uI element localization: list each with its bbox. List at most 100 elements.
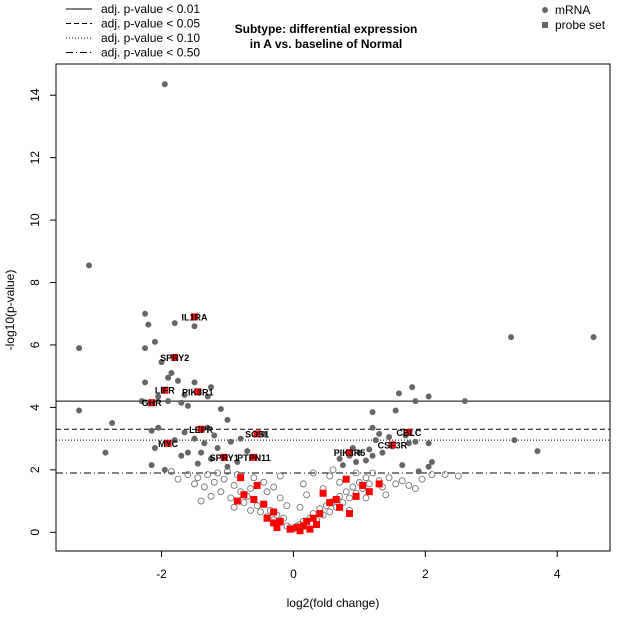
x-tick-label: 0 xyxy=(290,567,297,581)
mrna-point-filled xyxy=(405,440,412,447)
mrna-point-filled xyxy=(461,398,468,405)
probe-set-point xyxy=(319,489,327,497)
legend-label-dashed: adj. p-value < 0.05 xyxy=(101,17,200,31)
mrna-point-filled xyxy=(392,407,399,414)
mrna-point-filled xyxy=(76,345,83,352)
gene-label-pik3r5: PIK3R5 xyxy=(334,448,366,458)
mrna-point-filled xyxy=(204,424,211,431)
mrna-point-open xyxy=(210,478,218,486)
mrna-point-filled xyxy=(224,463,231,470)
probe-set-point xyxy=(365,488,373,496)
legend-label-circle: mRNA xyxy=(555,3,590,17)
probe-set-point xyxy=(164,439,172,447)
mrna-point-filled xyxy=(165,398,172,405)
mrna-point-filled xyxy=(590,334,597,341)
mrna-point-filled xyxy=(372,437,379,444)
mrna-point-filled xyxy=(376,430,383,437)
significance-threshold-lines xyxy=(56,400,610,474)
mrna-point-filled xyxy=(415,468,422,475)
mrna-point-filled xyxy=(399,462,406,469)
probe-set-point xyxy=(233,497,241,505)
y-tick-label: 2 xyxy=(28,466,42,473)
mrna-point-filled xyxy=(369,452,376,459)
mrna-point-open xyxy=(398,477,406,485)
probe-set-point xyxy=(316,510,324,518)
y-tick-label: 4 xyxy=(28,404,42,411)
mrna-point-filled xyxy=(369,424,376,431)
probe-set-point xyxy=(352,492,360,500)
mrna-point-open xyxy=(207,492,215,500)
mrna-point-open xyxy=(263,488,271,496)
probe-set-point xyxy=(148,399,156,407)
gene-label-myc: MYC xyxy=(158,439,179,449)
mrna-point-filled xyxy=(237,435,244,442)
probe-set-point xyxy=(336,503,344,511)
mrna-point-filled xyxy=(175,377,182,384)
mrna-point-filled xyxy=(161,81,168,88)
mrna-point-open xyxy=(240,499,248,507)
mrna-point-open xyxy=(392,480,400,488)
mrna-point-filled xyxy=(151,338,158,345)
legend-label-square: probe set xyxy=(555,18,606,32)
mrna-point-filled xyxy=(194,460,201,467)
mrna-point-filled xyxy=(409,384,416,391)
mrna-point-filled xyxy=(158,359,165,366)
legend-label-dotted: adj. p-value < 0.10 xyxy=(101,31,200,45)
mrna-point-filled xyxy=(366,446,373,453)
mrna-point-filled xyxy=(217,405,224,412)
x-tick-label: 4 xyxy=(554,567,561,581)
x-tick-label: 2 xyxy=(422,567,429,581)
probe-set-point xyxy=(270,519,278,527)
mrna-point-filled xyxy=(336,455,343,462)
mrna-point-open xyxy=(227,494,235,502)
mrna-point-filled xyxy=(227,438,234,445)
mrna-point-filled xyxy=(379,449,386,456)
probe-set-point xyxy=(313,520,321,528)
y-tick-label: 0 xyxy=(28,529,42,536)
probe-set-point xyxy=(299,522,307,530)
mrna-point-open xyxy=(362,494,370,502)
mrna-point-filled xyxy=(425,463,432,470)
y-axis-label: -log10(p-value) xyxy=(3,270,17,351)
mrna-point-filled xyxy=(412,438,419,445)
gene-label-lifr: LIFR xyxy=(155,386,175,396)
mrna-point-open xyxy=(276,494,284,502)
probe-set-point xyxy=(303,517,311,525)
mrna-point-open xyxy=(260,478,268,486)
mrna-point-open xyxy=(296,503,304,511)
gene-label-il1ra: IL1RA xyxy=(181,312,208,322)
mrna-point-open xyxy=(299,480,307,488)
mrna-point-open xyxy=(326,508,334,516)
mrna-point-filled xyxy=(204,393,211,400)
mrna-point-open xyxy=(184,471,192,478)
mrna-point-filled xyxy=(412,398,419,405)
probe-set-point xyxy=(240,491,248,499)
mrna-point-filled xyxy=(234,459,241,466)
mrna-point-filled xyxy=(260,430,267,437)
mrna-point-open xyxy=(214,469,222,477)
mrna-point-filled xyxy=(148,462,155,469)
mrna-point-filled xyxy=(224,416,231,423)
mrna-point-filled xyxy=(142,379,149,386)
probe-set-point xyxy=(296,527,304,535)
mrna-point-filled xyxy=(508,334,515,341)
mrna-point-open xyxy=(283,502,291,510)
legend-marker-square xyxy=(542,22,548,28)
probe-set-point xyxy=(171,353,179,361)
mrna-point-filled xyxy=(207,455,214,462)
gene-label-pik3r1: PIK3R1 xyxy=(182,387,214,397)
probe-set-point xyxy=(332,495,340,503)
probe-set-point xyxy=(345,510,353,518)
probe-set-point xyxy=(273,524,281,532)
mrna-point-filled xyxy=(386,434,393,441)
mrna-point-filled xyxy=(369,409,376,416)
mrna-point-open xyxy=(342,488,350,496)
mrna-point-filled xyxy=(201,440,208,447)
mrna-point-open xyxy=(326,472,334,480)
mrna-point-open xyxy=(346,494,353,502)
y-tick-label: 8 xyxy=(28,279,42,286)
legend-marker-circle xyxy=(542,7,548,13)
